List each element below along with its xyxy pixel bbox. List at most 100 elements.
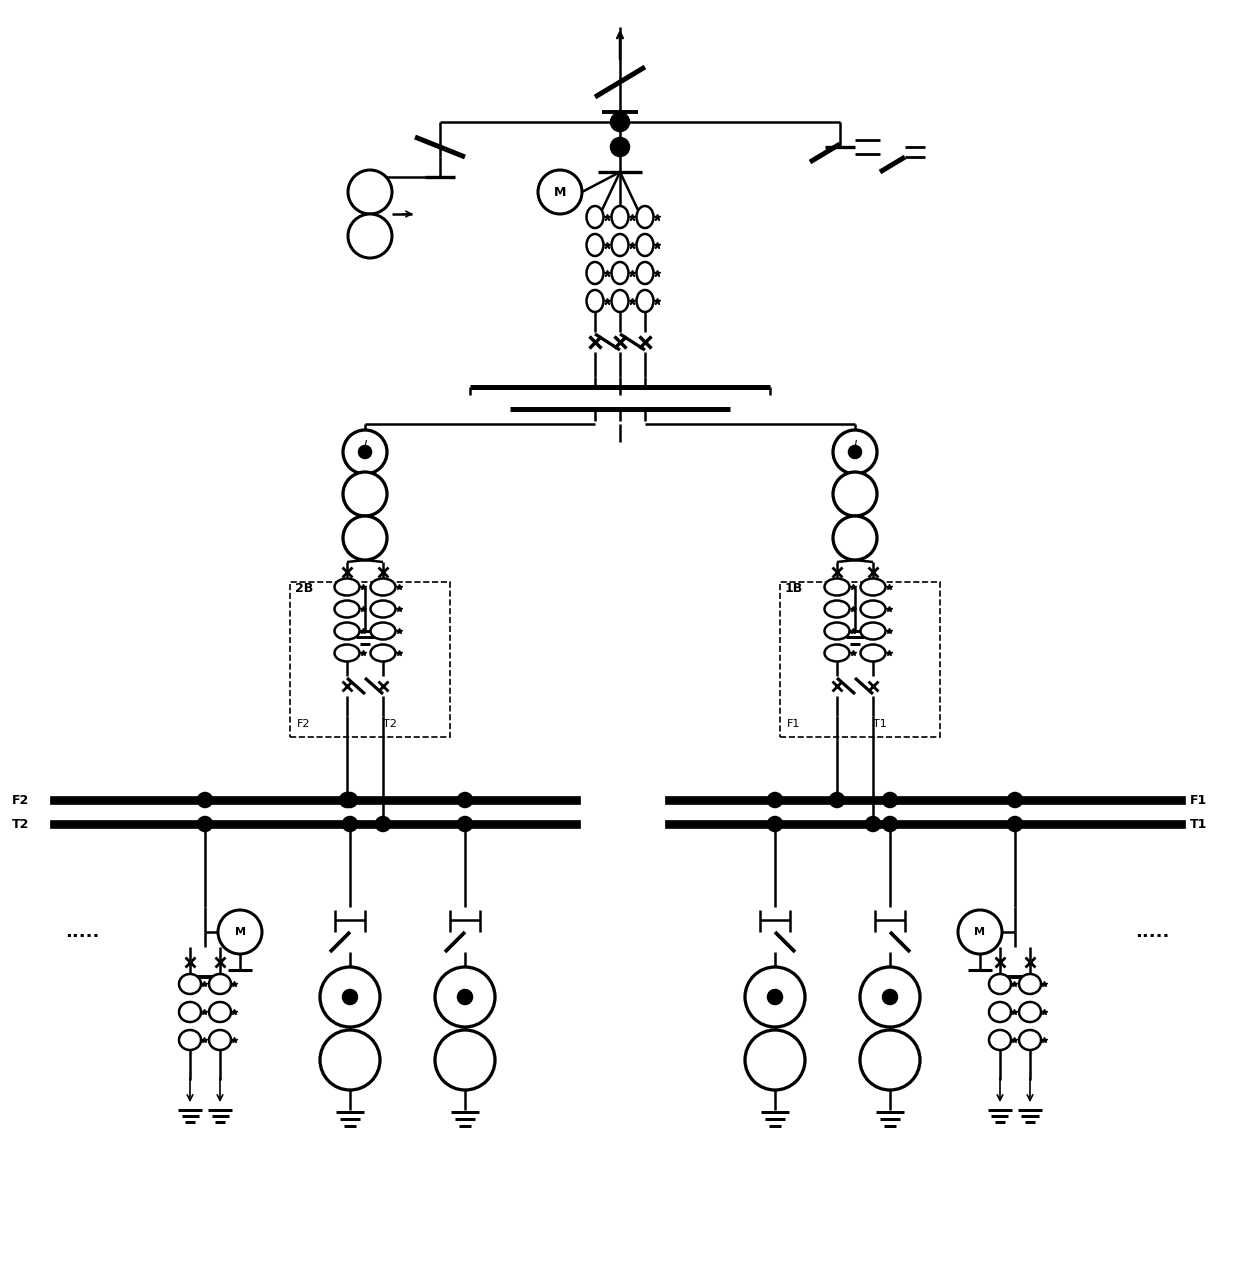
Circle shape xyxy=(360,446,371,458)
Text: M: M xyxy=(234,927,246,937)
Circle shape xyxy=(343,472,387,515)
Text: .....: ..... xyxy=(1135,923,1169,941)
Circle shape xyxy=(1008,817,1022,831)
Circle shape xyxy=(861,1029,920,1090)
Ellipse shape xyxy=(210,974,231,994)
Bar xyxy=(50,796,580,804)
Ellipse shape xyxy=(179,1029,201,1050)
Ellipse shape xyxy=(1019,974,1042,994)
Circle shape xyxy=(343,990,357,1004)
Circle shape xyxy=(883,794,897,806)
Circle shape xyxy=(343,817,357,831)
Ellipse shape xyxy=(990,974,1011,994)
Text: .....: ..... xyxy=(64,923,99,941)
Circle shape xyxy=(833,515,877,560)
Circle shape xyxy=(611,113,629,131)
Circle shape xyxy=(198,817,212,831)
Ellipse shape xyxy=(636,206,653,228)
Circle shape xyxy=(343,515,387,560)
Circle shape xyxy=(833,429,877,474)
Circle shape xyxy=(343,429,387,474)
Text: T2: T2 xyxy=(383,719,397,729)
Ellipse shape xyxy=(335,623,360,640)
Circle shape xyxy=(343,794,357,806)
Circle shape xyxy=(866,817,880,831)
Circle shape xyxy=(1008,794,1022,806)
Ellipse shape xyxy=(587,235,604,256)
Text: T2: T2 xyxy=(12,818,30,831)
Ellipse shape xyxy=(371,600,396,618)
Circle shape xyxy=(959,910,1002,954)
Ellipse shape xyxy=(179,974,201,994)
Circle shape xyxy=(376,817,391,831)
Circle shape xyxy=(340,794,353,806)
Text: F2: F2 xyxy=(298,719,310,729)
Text: F1: F1 xyxy=(787,719,800,729)
Circle shape xyxy=(348,171,392,214)
Circle shape xyxy=(348,214,392,258)
Text: 1B: 1B xyxy=(785,582,804,595)
Ellipse shape xyxy=(611,290,629,312)
Circle shape xyxy=(320,967,379,1027)
Text: F1: F1 xyxy=(1190,794,1208,806)
Ellipse shape xyxy=(611,206,629,228)
Circle shape xyxy=(861,967,920,1027)
Ellipse shape xyxy=(636,235,653,256)
Ellipse shape xyxy=(825,623,849,640)
Ellipse shape xyxy=(371,645,396,662)
Circle shape xyxy=(458,817,472,831)
Circle shape xyxy=(458,794,472,806)
Bar xyxy=(665,796,1185,804)
Ellipse shape xyxy=(210,1003,231,1022)
Circle shape xyxy=(883,990,897,1004)
Text: 2B: 2B xyxy=(295,582,314,595)
Ellipse shape xyxy=(1019,1029,1042,1050)
Bar xyxy=(780,582,940,737)
Circle shape xyxy=(745,1029,805,1090)
Ellipse shape xyxy=(179,1003,201,1022)
Circle shape xyxy=(435,967,495,1027)
Text: I: I xyxy=(363,440,367,450)
Circle shape xyxy=(883,817,897,831)
Ellipse shape xyxy=(825,600,849,618)
Circle shape xyxy=(218,910,262,954)
Circle shape xyxy=(768,817,782,831)
Ellipse shape xyxy=(1019,1003,1042,1022)
Bar xyxy=(290,582,450,737)
Ellipse shape xyxy=(210,1029,231,1050)
Ellipse shape xyxy=(636,290,653,312)
Ellipse shape xyxy=(587,290,604,312)
Circle shape xyxy=(745,967,805,1027)
Circle shape xyxy=(611,138,629,156)
Ellipse shape xyxy=(611,262,629,285)
Bar xyxy=(50,820,580,828)
Ellipse shape xyxy=(990,1003,1011,1022)
Text: T1: T1 xyxy=(873,719,887,729)
Circle shape xyxy=(538,171,582,214)
Ellipse shape xyxy=(335,578,360,596)
Ellipse shape xyxy=(335,600,360,618)
Ellipse shape xyxy=(861,623,885,640)
Ellipse shape xyxy=(587,206,604,228)
Circle shape xyxy=(320,1029,379,1090)
Ellipse shape xyxy=(990,1029,1011,1050)
Circle shape xyxy=(830,794,844,806)
Ellipse shape xyxy=(371,623,396,640)
Ellipse shape xyxy=(335,645,360,662)
Text: M: M xyxy=(554,186,567,199)
Ellipse shape xyxy=(825,578,849,596)
Circle shape xyxy=(833,472,877,515)
Text: I: I xyxy=(853,440,857,450)
Bar xyxy=(665,820,1185,828)
Text: F2: F2 xyxy=(12,794,30,806)
Circle shape xyxy=(198,794,212,806)
Circle shape xyxy=(768,990,782,1004)
Ellipse shape xyxy=(371,578,396,596)
Ellipse shape xyxy=(611,235,629,256)
Ellipse shape xyxy=(861,578,885,596)
Circle shape xyxy=(768,794,782,806)
Circle shape xyxy=(849,446,861,458)
Circle shape xyxy=(435,1029,495,1090)
Text: M: M xyxy=(975,927,986,937)
Ellipse shape xyxy=(861,600,885,618)
